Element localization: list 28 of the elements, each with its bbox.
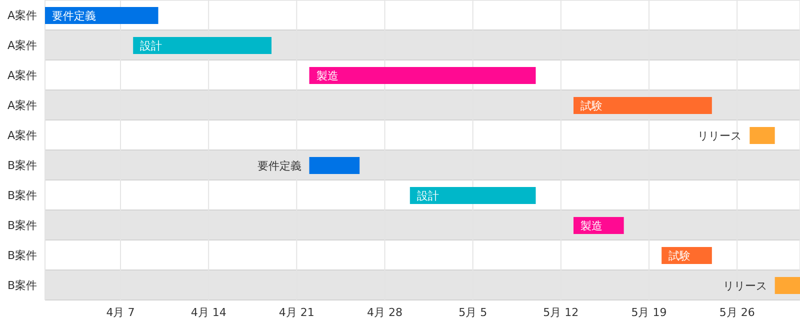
- data-label: 設計: [140, 39, 162, 52]
- x-tick-label: 4月 14: [190, 306, 226, 319]
- data-label: 試験: [580, 99, 602, 112]
- x-tick-label: 4月 21: [278, 306, 314, 319]
- data-label: 製造: [316, 69, 338, 82]
- data-label: 試験: [668, 249, 691, 262]
- x-tick-label: 5月 5: [458, 306, 488, 319]
- data-label: リリース: [722, 279, 767, 292]
- y-tick-label: A案件: [7, 38, 37, 52]
- data-label: 要件定義: [257, 159, 302, 172]
- y-tick-label: B案件: [7, 188, 37, 202]
- y-tick-label: A案件: [7, 128, 37, 142]
- y-tick-label: B案件: [7, 248, 37, 262]
- x-tick-label: 5月 19: [631, 306, 667, 319]
- data-label: リリース: [698, 129, 742, 142]
- y-tick-label: B案件: [7, 158, 37, 172]
- x-tick-label: 4月 7: [106, 306, 135, 319]
- y-tick-label: A案件: [7, 98, 37, 112]
- x-tick-label: 5月 12: [543, 306, 579, 319]
- x-tick-label: 4月 28: [367, 306, 402, 319]
- x-tick-label: 5月 26: [719, 306, 755, 319]
- y-tick-label: B案件: [7, 278, 37, 292]
- y-tick-label: B案件: [7, 218, 37, 232]
- data-label: 設計: [416, 189, 439, 202]
- data-label: 製造: [580, 219, 602, 232]
- data-label: 要件定義: [52, 9, 96, 22]
- y-tick-label: A案件: [7, 8, 37, 22]
- y-tick-label: A案件: [7, 68, 37, 82]
